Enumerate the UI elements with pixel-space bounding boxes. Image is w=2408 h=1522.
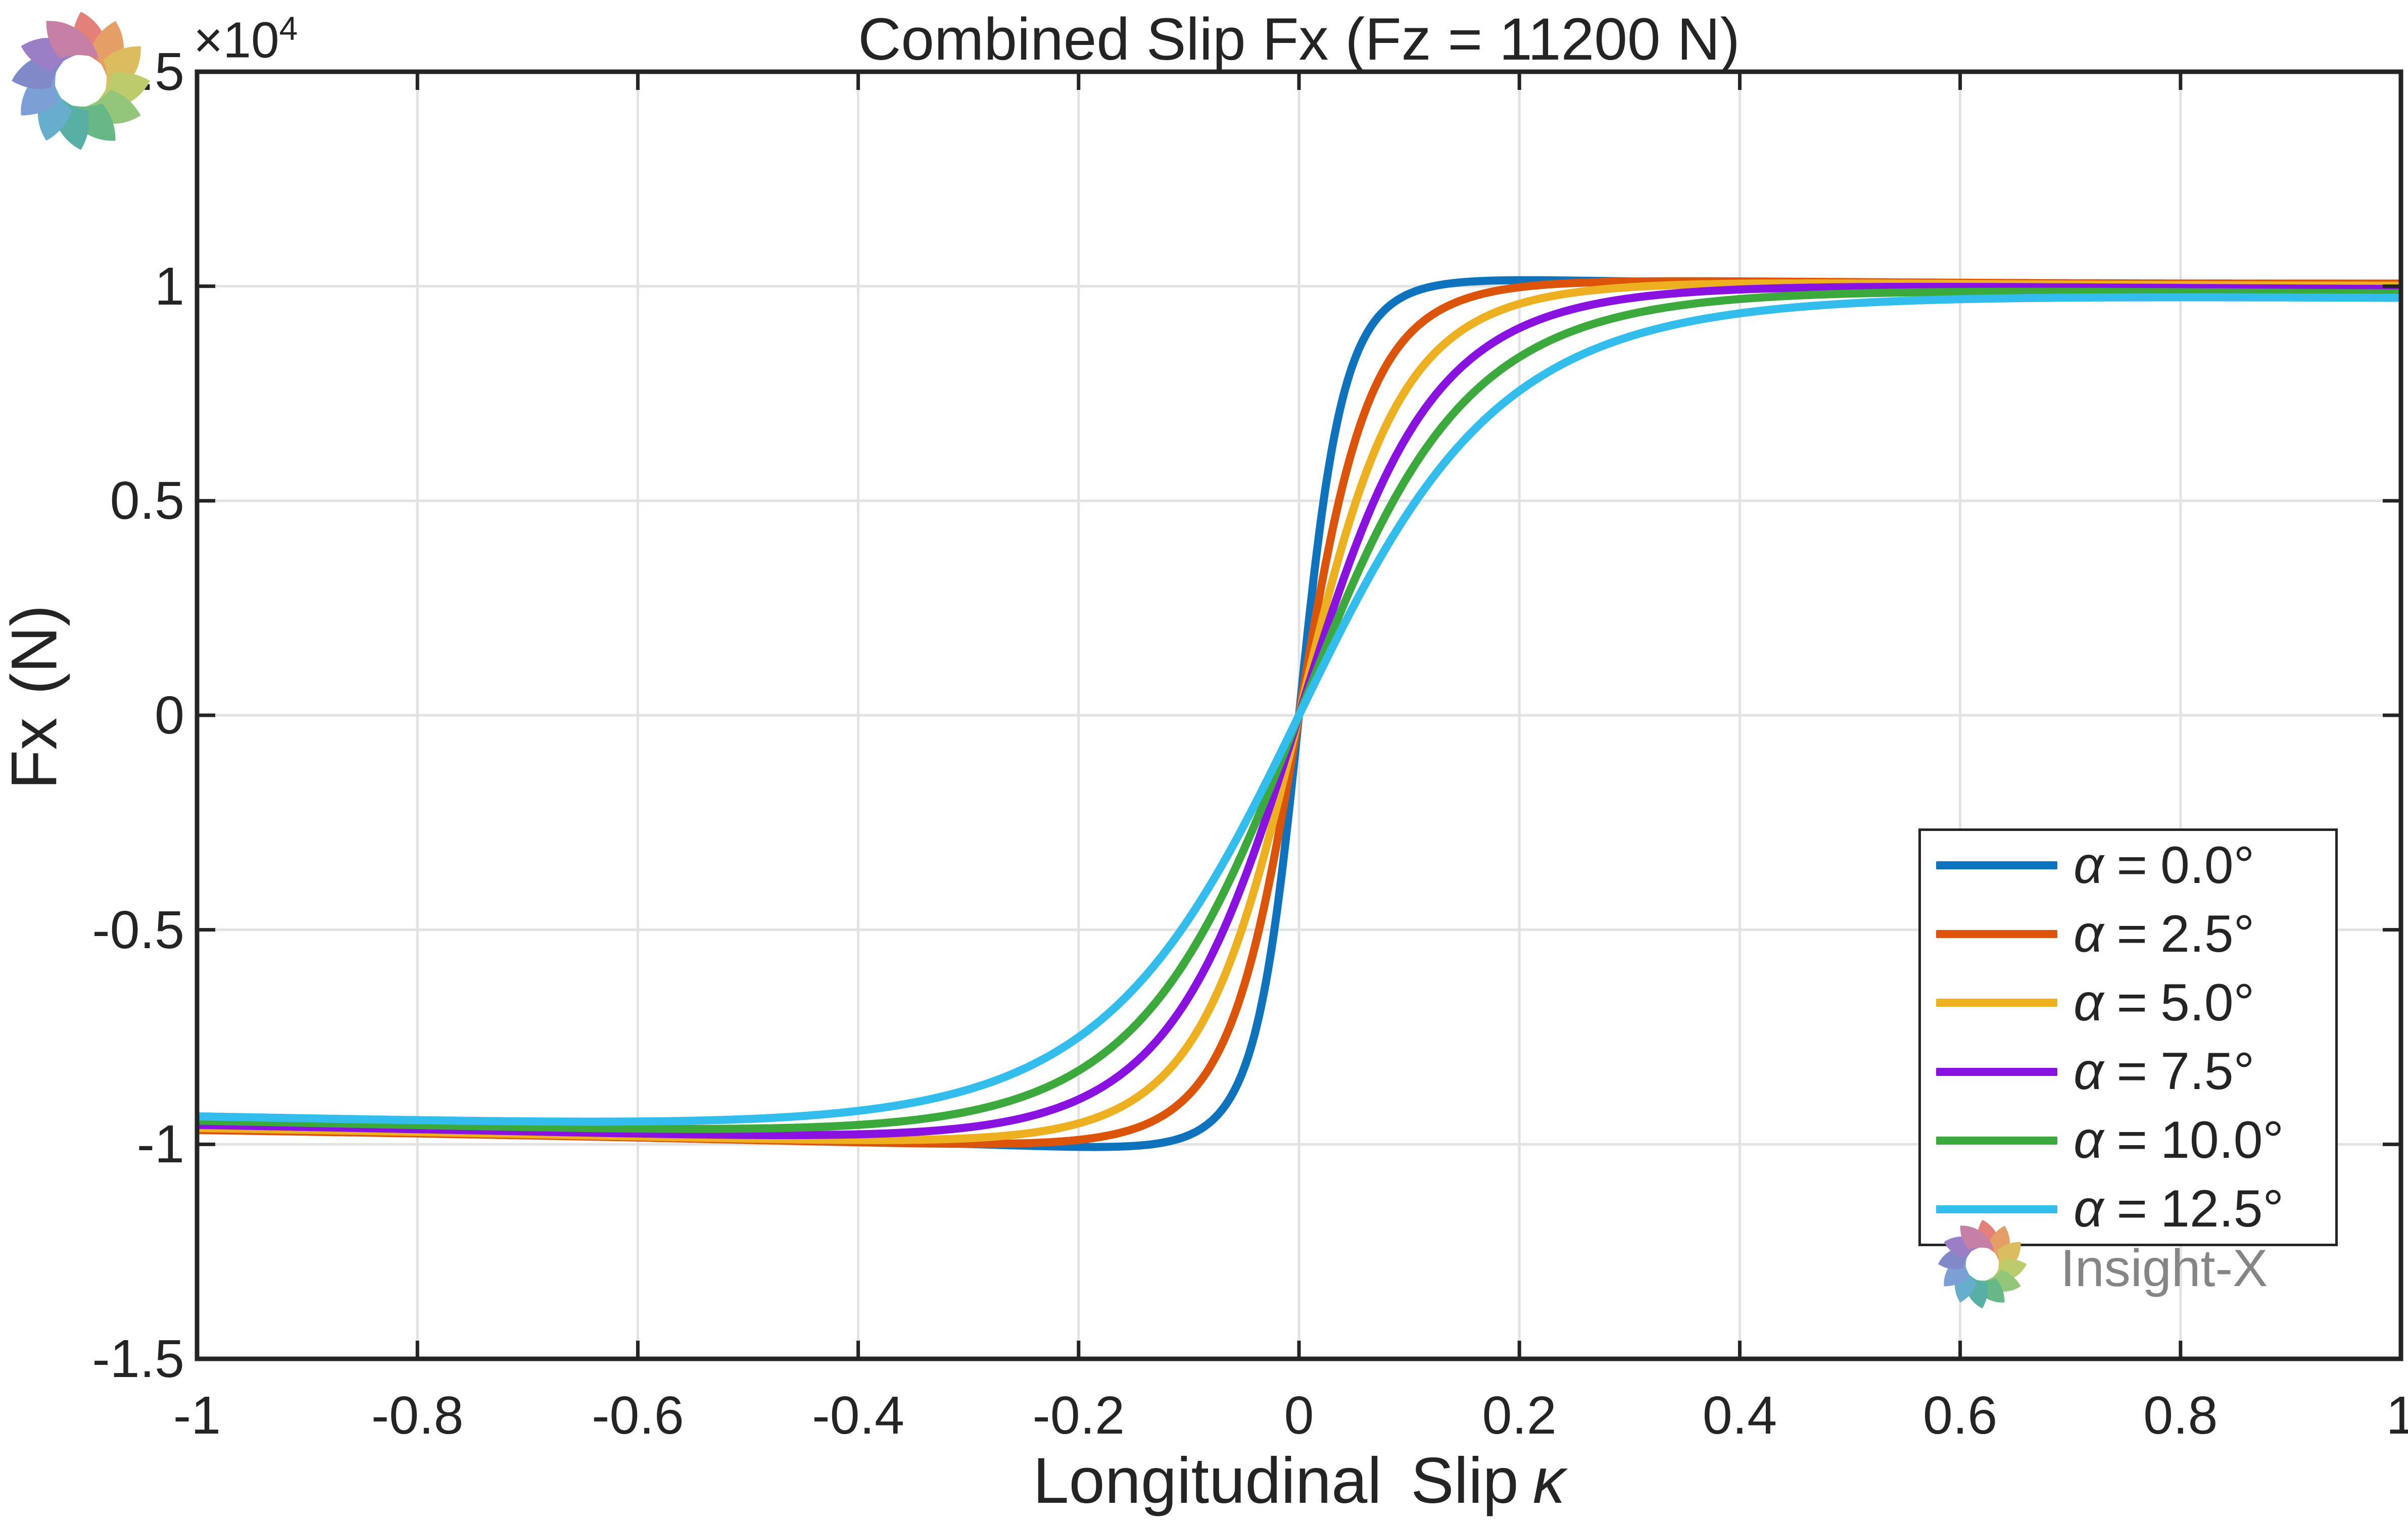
x-tick-label: -0.4 xyxy=(812,1386,904,1445)
y-axis-multiplier: ×104 xyxy=(194,9,298,69)
corner-pinwheel-logo-icon xyxy=(12,12,150,150)
legend-entry-label: α = 10.0° xyxy=(2074,1111,2284,1170)
y-tick-label: 1 xyxy=(155,256,184,316)
y-tick-label: -1 xyxy=(136,1114,184,1174)
x-tick-label: 1 xyxy=(2386,1386,2408,1445)
axis-tick-marks xyxy=(195,70,2403,1361)
legend-entry: α = 2.5° xyxy=(1921,904,2335,964)
y-tick-label: 0.5 xyxy=(110,471,184,531)
legend-line-swatch xyxy=(1936,1067,2057,1076)
x-tick-label: -0.8 xyxy=(371,1386,464,1445)
legend-entry: α = 12.5° xyxy=(1921,1179,2335,1239)
x-tick-label: 0.6 xyxy=(1922,1386,1998,1445)
x-tick-label: -0.6 xyxy=(592,1386,684,1445)
x-axis-label: Longitudinal Slip κ xyxy=(197,1444,2401,1518)
legend-entry: α = 5.0° xyxy=(1921,973,2335,1033)
x-axis-label-text: Longitudinal Slip xyxy=(1033,1445,1519,1517)
legend-entry-label: α = 2.5° xyxy=(2074,904,2255,963)
chart-title: Combined Slip Fx (Fz = 11200 N) xyxy=(858,6,1740,73)
legend-line-swatch xyxy=(1936,861,2057,870)
x-tick-label: 0.2 xyxy=(1482,1386,1557,1445)
legend-box: α = 0.0° α = 2.5° α = 5.0° α = 7.5° α = 10.0° α = 12.5° xyxy=(1918,828,2338,1246)
y-axis-multiplier-base: ×10 xyxy=(194,12,279,69)
watermark-brand-text: Insight-X xyxy=(2060,1239,2268,1298)
legend-entry-label: α = 7.5° xyxy=(2074,1042,2255,1101)
x-axis-label-symbol: κ xyxy=(1532,1445,1565,1517)
y-axis-multiplier-exponent: 4 xyxy=(279,10,298,47)
x-tick-label: -1 xyxy=(173,1386,221,1445)
axes-box-spines xyxy=(195,69,2403,1361)
x-tick-label: -0.2 xyxy=(1032,1386,1125,1445)
legend-entry-label: α = 5.0° xyxy=(2074,973,2255,1032)
x-tick-label: 0.4 xyxy=(1702,1386,1777,1445)
x-tick-label: 0 xyxy=(1284,1386,1314,1445)
pinwheel-petal xyxy=(46,21,99,59)
watermark-pinwheel-logo-icon xyxy=(1938,1219,2027,1309)
legend-entry: α = 7.5° xyxy=(1921,1042,2335,1102)
legend-entry-label: α = 0.0° xyxy=(2074,836,2255,895)
legend-entry: α = 10.0° xyxy=(1921,1110,2335,1170)
legend-entry-label: α = 12.5° xyxy=(2074,1180,2284,1239)
y-tick-label: 0 xyxy=(155,685,184,745)
data-curves xyxy=(197,276,2401,1151)
pinwheel-petal xyxy=(1960,1225,1994,1250)
legend-entry: α = 0.0° xyxy=(1921,836,2335,896)
legend-line-swatch xyxy=(1936,999,2057,1007)
y-tick-label: -0.5 xyxy=(92,900,184,960)
legend-line-swatch xyxy=(1936,1136,2057,1145)
x-tick-label: 0.8 xyxy=(2143,1386,2218,1445)
y-tick-label: -1.5 xyxy=(92,1329,184,1389)
legend-line-swatch xyxy=(1936,930,2057,939)
series-curve-12.5° xyxy=(197,293,2401,1126)
legend-line-swatch xyxy=(1936,1205,2057,1213)
